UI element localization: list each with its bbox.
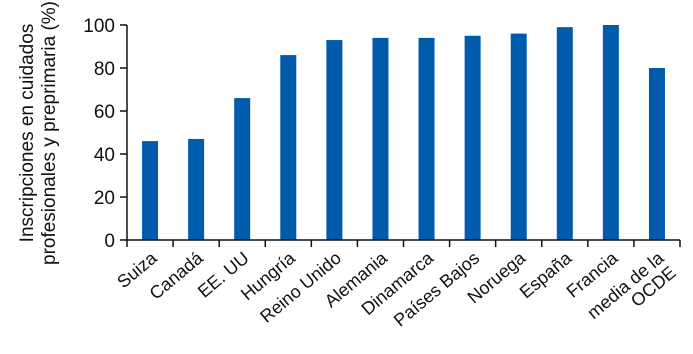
bar bbox=[234, 98, 251, 240]
bar bbox=[372, 37, 389, 241]
bar bbox=[188, 138, 205, 240]
y-tick-label: 40 bbox=[94, 145, 115, 166]
bar bbox=[280, 55, 297, 240]
bar bbox=[326, 40, 343, 240]
y-axis-ticks: 0 20 40 60 80 100 bbox=[83, 16, 127, 252]
x-tick-label-line: España bbox=[516, 247, 576, 302]
x-tick-label-line: Canadá bbox=[146, 247, 208, 303]
bar bbox=[648, 68, 665, 240]
bar bbox=[602, 25, 619, 240]
y-axis-label-text: Inscripciones en cuidadosprofesionales y… bbox=[17, 1, 60, 265]
y-tick-label: 100 bbox=[83, 16, 115, 37]
bar bbox=[556, 27, 573, 241]
x-tick-label: España bbox=[516, 247, 576, 302]
y-tick-label: 0 bbox=[104, 231, 115, 252]
x-tick-label: Canadá bbox=[146, 247, 208, 303]
y-axis-label-line: Inscripciones en cuidados bbox=[17, 24, 38, 243]
y-tick-label: 20 bbox=[94, 188, 115, 209]
axes bbox=[126, 25, 680, 241]
y-tick-label: 80 bbox=[94, 59, 115, 80]
y-tick-label: 60 bbox=[94, 102, 115, 123]
bar bbox=[464, 35, 481, 240]
y-axis-label-line: profesionales y preprimaria (%) bbox=[39, 1, 60, 265]
bar bbox=[142, 141, 159, 240]
bars bbox=[142, 25, 665, 241]
bar bbox=[418, 37, 435, 241]
y-axis-label: Inscripciones en cuidadosprofesionales y… bbox=[17, 1, 60, 265]
bar bbox=[510, 33, 527, 240]
